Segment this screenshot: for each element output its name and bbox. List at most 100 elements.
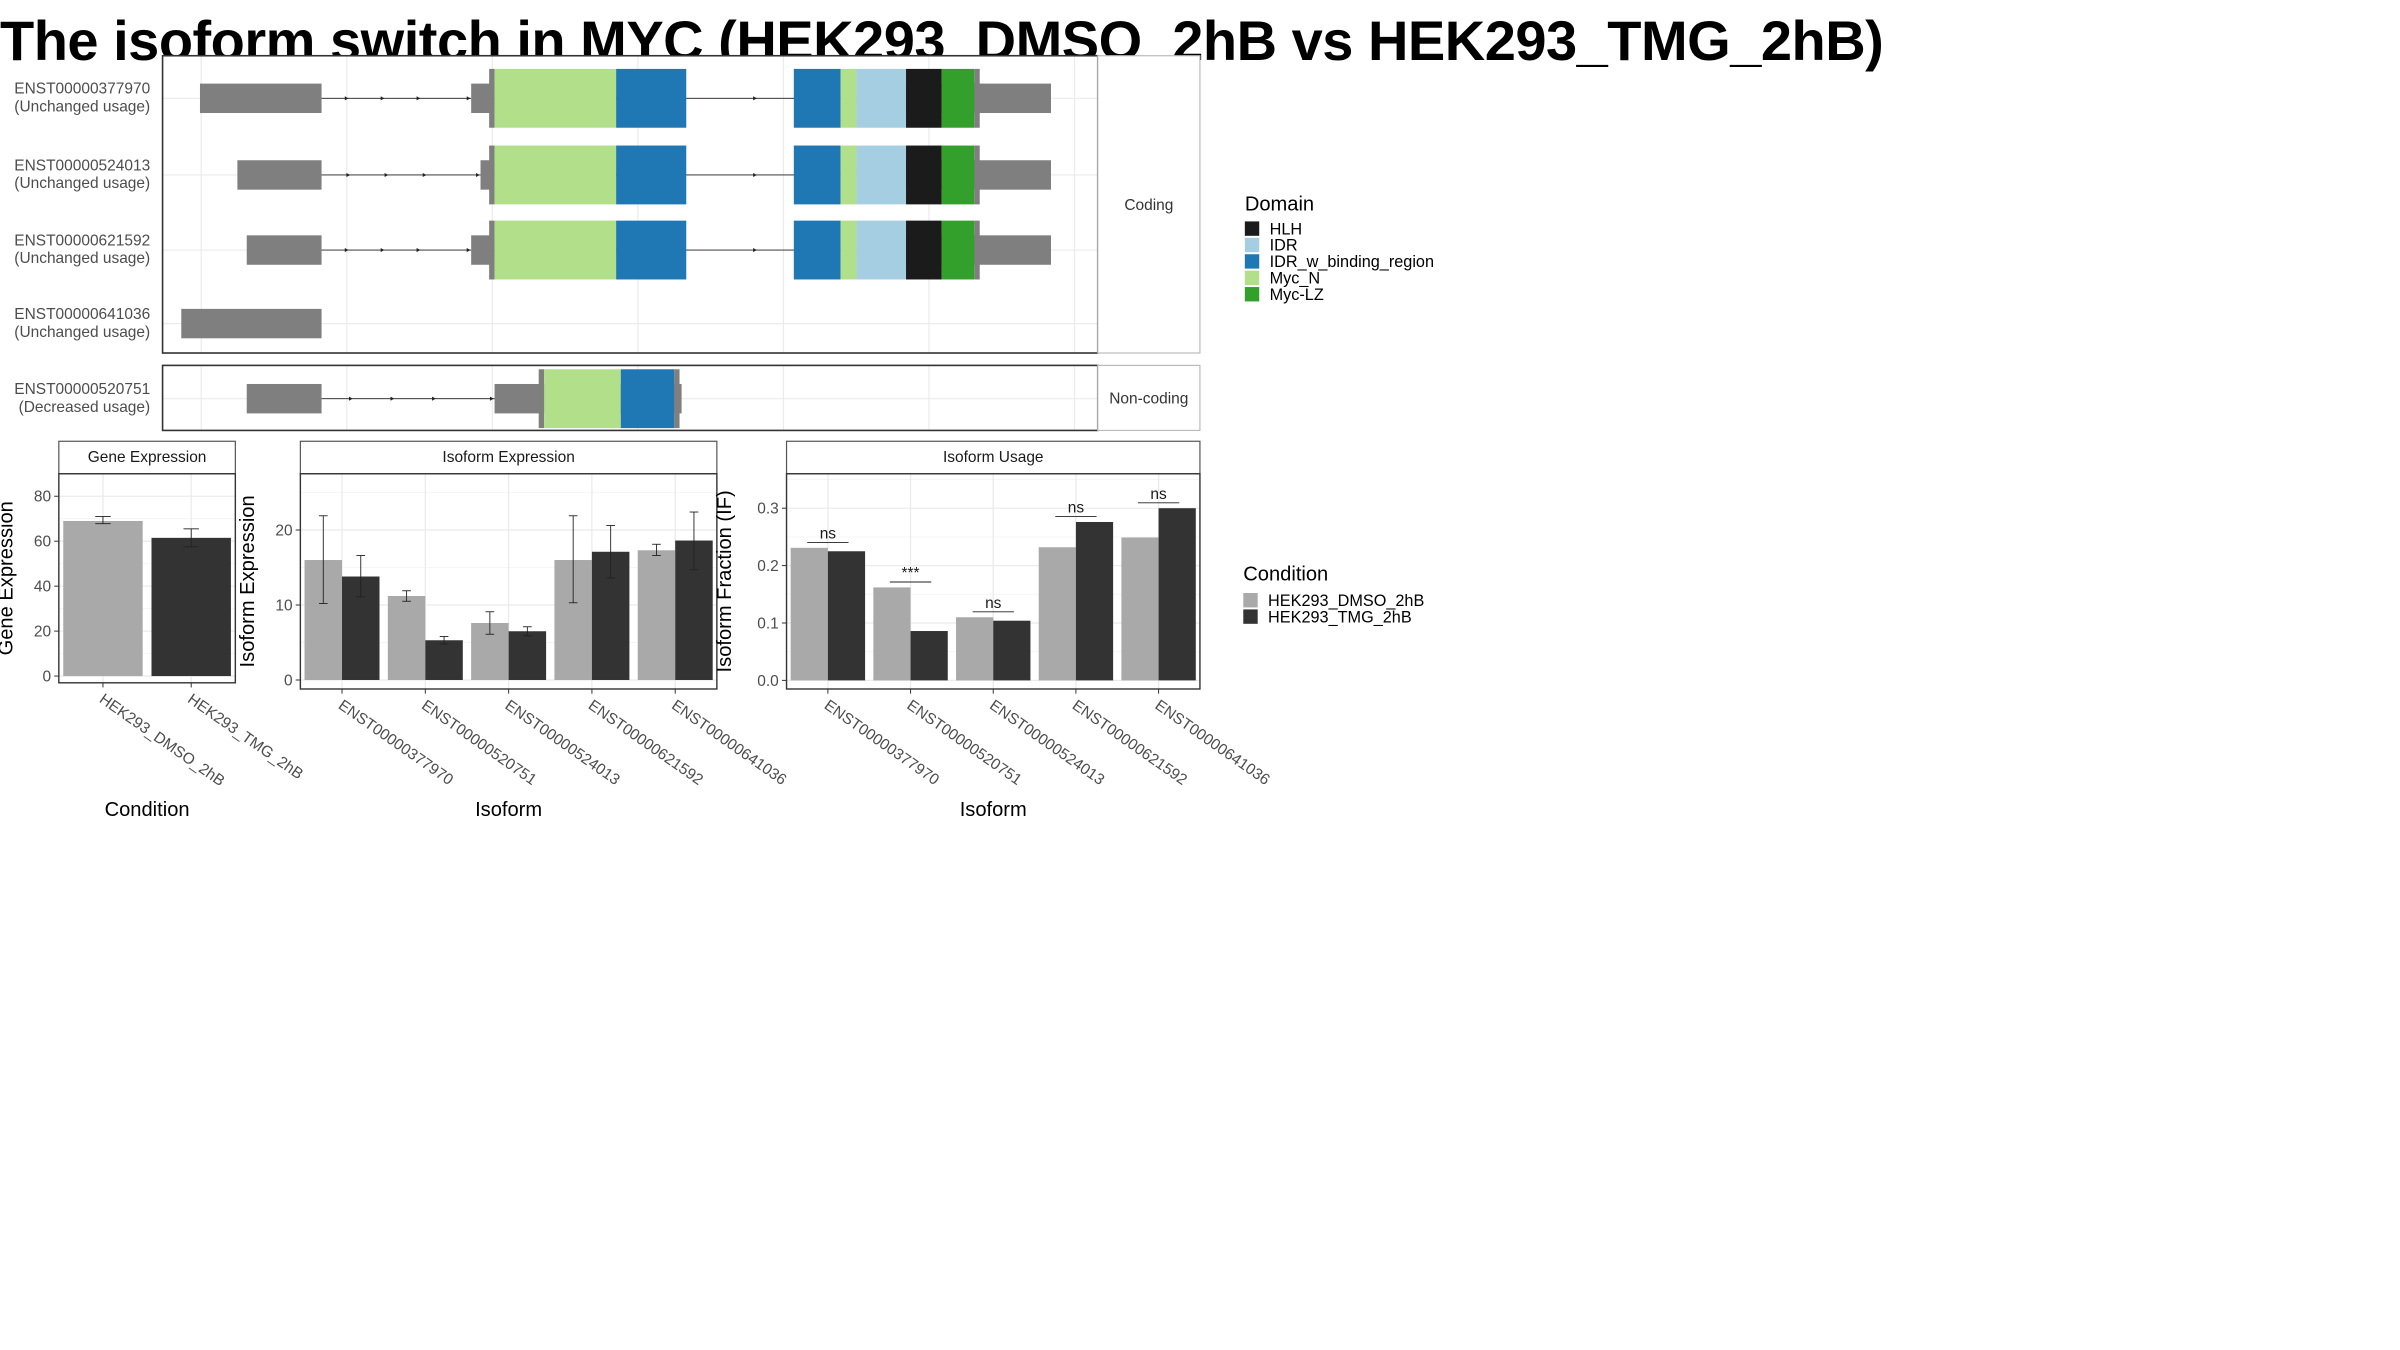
transcript-id-label: ENST00000641036 xyxy=(14,306,150,323)
y-tick-label: 0 xyxy=(284,672,293,689)
panel-strip xyxy=(58,440,236,475)
intron-arrow xyxy=(466,248,471,253)
significance-label: *** xyxy=(902,565,920,582)
domain-myc-lz xyxy=(941,68,975,128)
domain-myc-lz xyxy=(941,220,975,280)
panel-strip xyxy=(299,440,718,475)
y-tick-label: 20 xyxy=(34,624,51,641)
intron-arrow xyxy=(489,396,494,401)
x-axis-title: Condition xyxy=(105,799,190,821)
exon xyxy=(181,308,322,339)
intron-arrow xyxy=(380,96,385,101)
bar xyxy=(63,520,143,677)
condition-legend-swatch xyxy=(1243,592,1258,608)
condition-legend-label: HEK293_DMSO_2hB xyxy=(1268,592,1424,610)
significance-label: ns xyxy=(1150,486,1167,503)
intron-arrow xyxy=(753,96,757,101)
bar xyxy=(790,547,828,681)
domain-idr-w-binding-region xyxy=(616,68,687,128)
domain-myc-n xyxy=(840,68,857,128)
domain-legend-label: HLH xyxy=(1270,220,1303,238)
transcript-id-label: ENST00000377970 xyxy=(14,81,150,98)
domain-legend-title: Domain xyxy=(1245,194,1314,216)
domain-myc-n xyxy=(494,68,617,128)
y-axis-title: Isoform Fraction (IF) xyxy=(714,490,736,672)
domain-legend-label: IDR_w_binding_region xyxy=(1270,253,1434,271)
panel-strip-label: Gene Expression xyxy=(88,449,207,466)
bar xyxy=(827,551,866,681)
significance-label: ns xyxy=(820,526,837,543)
exon-utr xyxy=(471,235,495,265)
condition-legend-swatch xyxy=(1243,609,1258,624)
y-tick-label: 0 xyxy=(42,668,51,685)
x-axis-title: Isoform xyxy=(960,799,1027,821)
intron-arrow xyxy=(344,248,349,253)
bar xyxy=(993,620,1031,681)
panel-strip xyxy=(785,440,1201,475)
domain-idr-w-binding-region xyxy=(793,145,841,205)
intron-arrow xyxy=(416,248,421,253)
domain-hlh xyxy=(906,68,942,128)
plot-border xyxy=(785,473,1201,690)
transcript-id-label: ENST00000621592 xyxy=(14,232,150,249)
y-axis-title: Gene Expression xyxy=(0,501,17,655)
y-axis-title: Isoform Expression xyxy=(237,495,259,667)
domain-idr-w-binding-region xyxy=(616,145,687,205)
domain-legend-swatch xyxy=(1244,287,1260,302)
intron-arrow xyxy=(348,396,353,401)
domain-legend-label: Myc-LZ xyxy=(1270,286,1324,304)
intron-arrow xyxy=(422,172,427,177)
domain-legend-label: IDR xyxy=(1270,237,1298,255)
y-tick-label: 0.3 xyxy=(757,501,779,518)
intron-arrow xyxy=(390,396,395,401)
intron-arrow xyxy=(753,248,757,253)
bar xyxy=(910,631,948,681)
transcript-usage-label: (Unchanged usage) xyxy=(14,250,150,267)
plot-border xyxy=(299,473,718,690)
domain-myc-n xyxy=(494,220,617,280)
bar xyxy=(387,596,426,680)
facet-label: Coding xyxy=(1124,197,1173,214)
domain-legend-swatch xyxy=(1244,221,1260,236)
transcript-usage-label: (Decreased usage) xyxy=(19,399,151,416)
domain-myc-n xyxy=(544,369,621,429)
intron-arrow xyxy=(380,248,385,253)
domain-idr-w-binding-region xyxy=(793,220,841,280)
bar xyxy=(1038,547,1076,681)
domain-idr xyxy=(856,145,907,205)
transcript-usage-label: (Unchanged usage) xyxy=(14,175,150,192)
facet-label: Non-coding xyxy=(1109,390,1188,407)
intron-arrow xyxy=(466,96,471,101)
y-tick-label: 20 xyxy=(275,522,292,539)
domain-myc-n xyxy=(494,145,617,205)
exon xyxy=(246,235,322,265)
cds-edge xyxy=(538,369,545,429)
intron-arrow xyxy=(432,396,436,401)
cds-edge xyxy=(974,145,980,205)
y-tick-label: 10 xyxy=(275,597,292,614)
bar xyxy=(1075,521,1114,681)
domain-hlh xyxy=(906,220,942,280)
y-tick-label: 0.0 xyxy=(757,673,779,690)
bar xyxy=(956,617,994,681)
cds-edge xyxy=(489,68,495,128)
cds-edge xyxy=(974,68,980,128)
intron-arrow xyxy=(384,172,389,177)
x-axis-title: Isoform xyxy=(475,799,542,821)
bar xyxy=(508,631,547,680)
domain-legend-label: Myc_N xyxy=(1270,269,1321,287)
domain-idr-w-binding-region xyxy=(616,220,687,280)
bar xyxy=(1121,537,1159,681)
intron-arrow xyxy=(346,172,351,177)
y-tick-label: 0.1 xyxy=(757,615,779,632)
transcript-usage-label: (Unchanged usage) xyxy=(14,98,150,115)
bar xyxy=(151,537,231,677)
y-tick-label: 40 xyxy=(34,579,51,596)
cds-edge xyxy=(489,220,495,280)
exon-utr xyxy=(471,83,495,114)
transcript-usage-label: (Unchanged usage) xyxy=(14,324,150,341)
intron-arrow xyxy=(753,172,757,177)
bar xyxy=(873,587,911,681)
y-tick-label: 80 xyxy=(34,489,51,506)
domain-hlh xyxy=(906,145,942,205)
